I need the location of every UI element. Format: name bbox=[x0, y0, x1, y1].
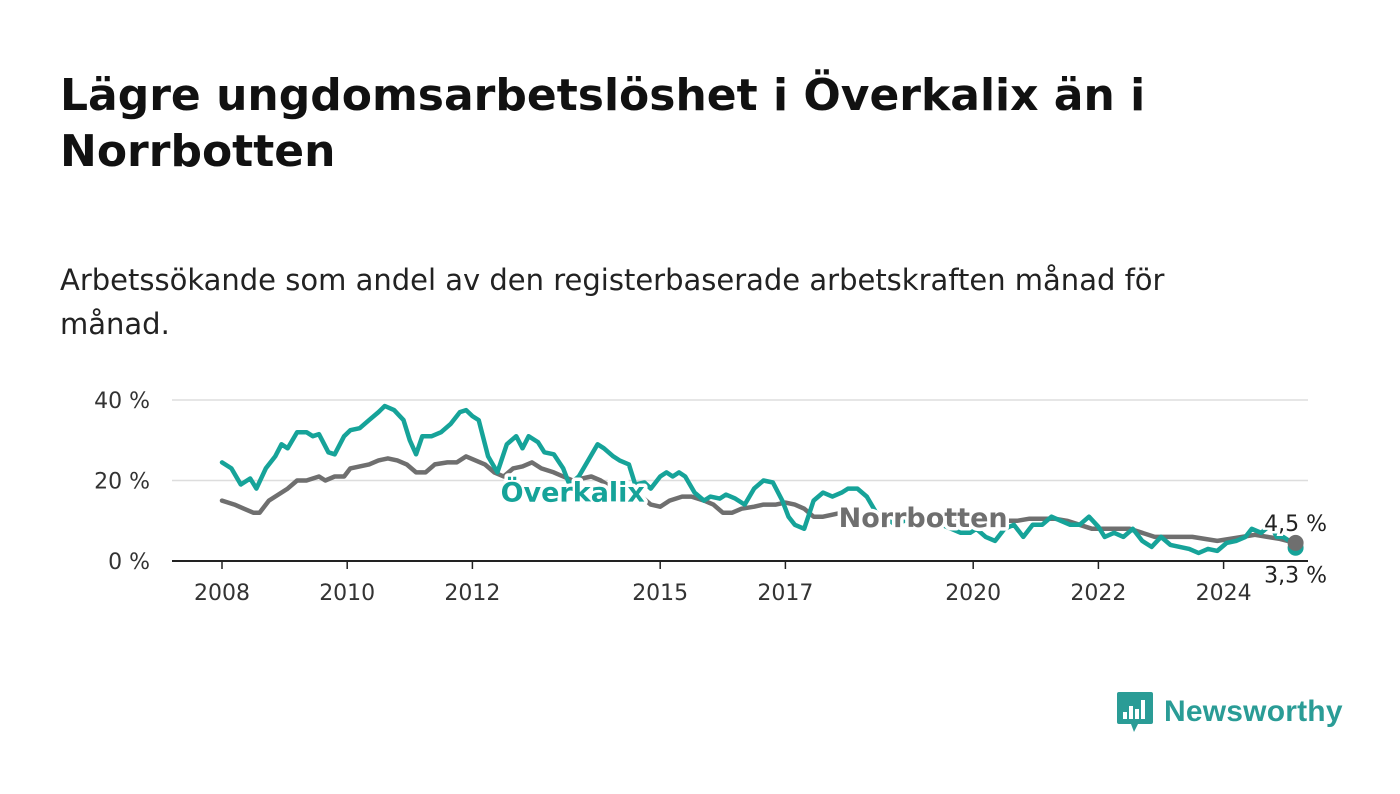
series-line-overkalix bbox=[219, 403, 1298, 556]
x-tick-label: 2020 bbox=[945, 581, 1001, 606]
x-tick-label: 2010 bbox=[319, 581, 375, 606]
y-axis-ticks: 0 % 20 % 40 % bbox=[94, 389, 150, 575]
end-point-norrbotten bbox=[1287, 534, 1304, 551]
newsworthy-logo: Newsworthy bbox=[1116, 690, 1343, 734]
series-labels: Överkalix Norrbotten 3,3 % 4,5 % bbox=[497, 472, 1329, 591]
logo-text: Newsworthy bbox=[1164, 695, 1343, 728]
y-tick-label: 20 % bbox=[94, 470, 150, 495]
x-tick-label: 2015 bbox=[632, 581, 688, 606]
bar-chart-speech-bubble-icon bbox=[1117, 692, 1153, 732]
series-label-norrbotten: Norrbotten bbox=[839, 503, 1008, 534]
end-value-label-norrbotten: 4,5 % bbox=[1264, 512, 1327, 537]
end-value-label-overkalix: 3,3 % bbox=[1264, 564, 1327, 589]
line-chart: 0 % 20 % 40 % 2008 2010 2012 2015 2017 2020 2022… bbox=[94, 389, 1329, 606]
y-tick-label: 40 % bbox=[94, 389, 150, 414]
x-tick-label: 2022 bbox=[1070, 581, 1126, 606]
series-label-overkalix: Överkalix bbox=[501, 476, 645, 509]
page-title: Lägre ungdomsarbetslöshet i Överkalix än… bbox=[60, 70, 1146, 177]
x-tick-label: 2024 bbox=[1196, 581, 1252, 606]
x-axis-ticks: 2008 2010 2012 2015 2017 2020 2022 2024 bbox=[194, 561, 1252, 606]
x-tick-label: 2008 bbox=[194, 581, 250, 606]
grid-lines bbox=[172, 399, 1308, 562]
page-subtitle: Arbetssökande som andel av den registerb… bbox=[60, 263, 1165, 341]
x-tick-label: 2012 bbox=[444, 581, 500, 606]
x-tick-label: 2017 bbox=[757, 581, 813, 606]
series-lines bbox=[219, 403, 1304, 556]
y-tick-label: 0 % bbox=[108, 550, 150, 575]
